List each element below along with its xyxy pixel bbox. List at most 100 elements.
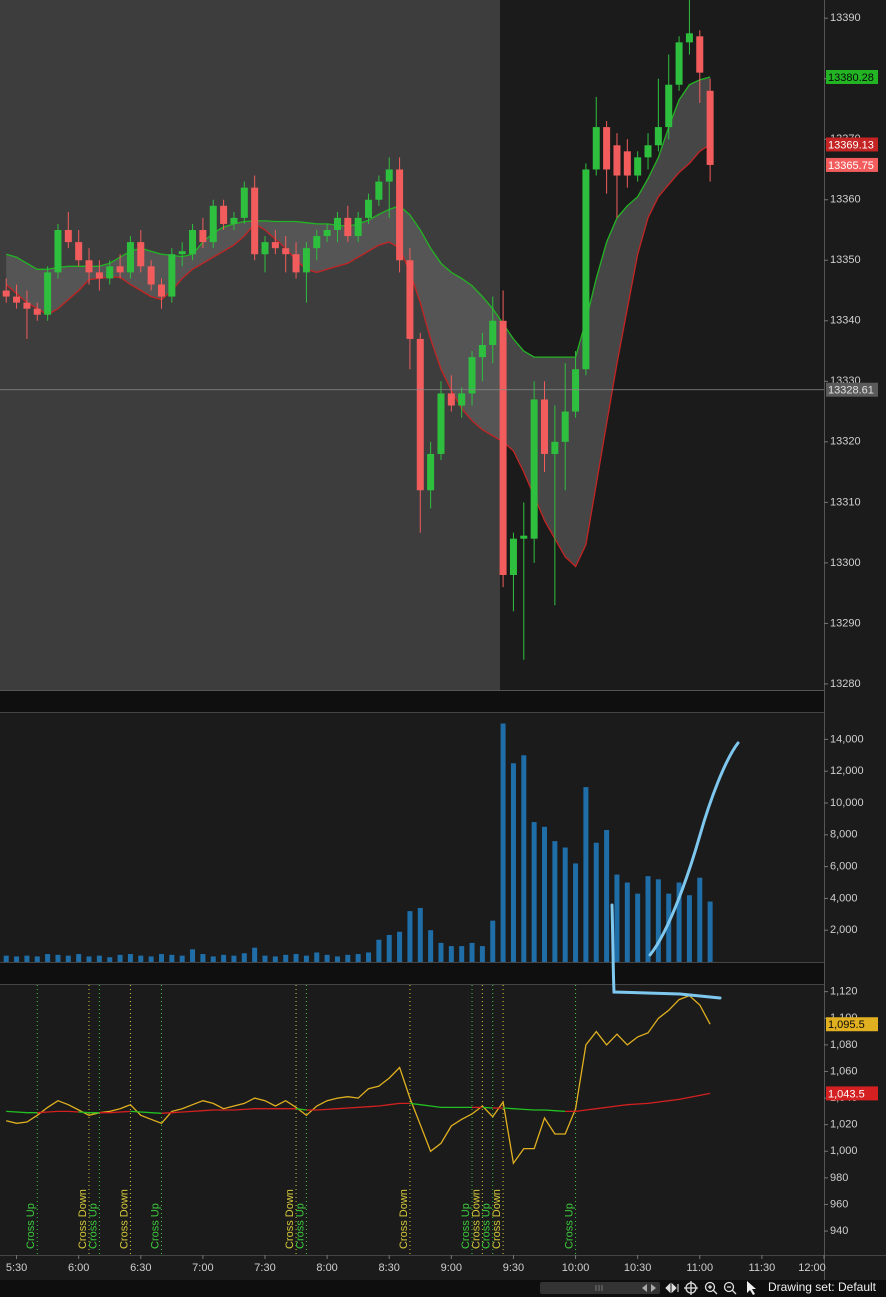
- volume-bar: [3, 955, 9, 962]
- signal-label: Cross Up: [460, 1203, 472, 1249]
- value-box-label: 1,043.5: [828, 1088, 865, 1100]
- volume-bar: [417, 907, 423, 962]
- volume-bar: [707, 901, 713, 962]
- candle-body: [199, 230, 207, 243]
- volume-bar: [252, 947, 258, 962]
- candle-body: [406, 260, 414, 339]
- slow-line: [565, 1092, 711, 1113]
- x-tick-label: 6:30: [130, 1262, 151, 1274]
- candle-body: [561, 411, 569, 442]
- candle-body: [489, 320, 497, 345]
- volume-bar: [314, 952, 320, 962]
- candle-body: [644, 145, 652, 158]
- value-box-label: 13328.61: [828, 385, 874, 397]
- y-tick-label: 13310: [830, 496, 861, 508]
- scrollbar[interactable]: [540, 1282, 660, 1294]
- candle-body: [592, 127, 600, 170]
- toolbar: [0, 1280, 886, 1297]
- volume-bar: [614, 874, 620, 962]
- value-box-label: 13380.28: [828, 72, 874, 84]
- signal-label: Cross Up: [87, 1203, 99, 1249]
- candle-body: [64, 230, 72, 243]
- y-tick-label: 1,020: [830, 1119, 858, 1131]
- drawing-set-label[interactable]: Drawing set: Default: [768, 1280, 877, 1294]
- candle-body: [458, 393, 466, 406]
- slow-line: [78, 1111, 100, 1114]
- volume-bar: [293, 954, 299, 962]
- slow-line: [482, 1106, 493, 1109]
- candle-body: [220, 205, 228, 224]
- y-tick-label: 2,000: [830, 924, 858, 936]
- candle-body: [209, 205, 217, 243]
- crosshair-lines: [684, 1281, 698, 1295]
- y-tick-label: 13340: [830, 315, 861, 327]
- scroll-arrows[interactable]: [642, 1284, 656, 1292]
- volume-bar: [14, 956, 20, 962]
- candle-body: [75, 242, 83, 261]
- volume-bar: [210, 956, 216, 962]
- value-box: [826, 157, 878, 172]
- x-tick-label: 11:00: [686, 1262, 713, 1274]
- x-tick-label: 12:00: [798, 1262, 826, 1274]
- x-tick-label: 10:30: [624, 1262, 652, 1274]
- signal-label: Cross Up: [481, 1203, 493, 1249]
- panel-separator: [0, 962, 824, 985]
- x-tick-label: 8:00: [316, 1262, 337, 1274]
- value-box-label: 13365.75: [828, 160, 874, 172]
- volume-bar: [500, 723, 506, 962]
- candle-body: [33, 308, 41, 315]
- signal-label: Cross Up: [294, 1203, 306, 1249]
- slow-line: [161, 1108, 297, 1114]
- candle-body: [582, 169, 590, 370]
- volume-bar: [697, 877, 703, 962]
- y-tick-label: 13320: [830, 436, 861, 448]
- volume-bar: [438, 942, 444, 962]
- volume-bar: [676, 882, 682, 962]
- x-tick-label: 7:00: [192, 1262, 213, 1274]
- slow-line: [6, 1110, 38, 1114]
- volume-bar: [283, 954, 289, 962]
- volume-bar: [593, 842, 599, 962]
- signal-label: Cross Down: [491, 1189, 503, 1249]
- candle-body: [530, 399, 538, 539]
- volume-bar: [45, 954, 51, 962]
- candle-body: [478, 345, 486, 358]
- zoom-in-icon[interactable]: [704, 1281, 716, 1293]
- extended-hours-shade: [0, 0, 500, 690]
- value-box: [826, 69, 878, 84]
- signal-label: Cross Down: [398, 1189, 410, 1249]
- zoom-out-icon[interactable]: [723, 1281, 735, 1293]
- volume-bar: [479, 946, 485, 962]
- x-tick-label: 5:30: [6, 1262, 27, 1274]
- x-tick-label: 10:00: [562, 1262, 590, 1274]
- candle-body: [344, 217, 352, 237]
- y-tick-label: 4,000: [830, 892, 858, 904]
- volume-bar: [241, 953, 247, 962]
- x-tick-label: 9:00: [441, 1262, 462, 1274]
- candle-body: [54, 230, 62, 273]
- volume-bar: [490, 920, 496, 962]
- volume-bar: [76, 954, 82, 962]
- slow-line: [503, 1107, 566, 1113]
- x-tick-label: 6:00: [68, 1262, 89, 1274]
- candle-body: [437, 393, 445, 454]
- y-tick-label: 1,060: [830, 1065, 858, 1077]
- candle-body: [85, 260, 93, 273]
- volume-bar: [624, 882, 630, 962]
- lower-band: [5, 143, 711, 568]
- reset-icon[interactable]: [665, 1282, 679, 1294]
- volume-bar: [583, 787, 589, 962]
- candle-body: [106, 266, 114, 279]
- candle-body: [333, 217, 341, 230]
- candle-body: [189, 230, 197, 255]
- volume-bar: [65, 955, 71, 962]
- candle-body: [240, 187, 248, 218]
- tool-icons[interactable]: [684, 1281, 737, 1295]
- pointer-icon[interactable]: [747, 1281, 756, 1295]
- candle-body: [396, 169, 404, 261]
- y-tick-label: 1,000: [830, 1145, 858, 1157]
- candle-body: [2, 290, 10, 297]
- y-tick-label: 10,000: [830, 797, 864, 809]
- value-box: [826, 382, 878, 397]
- signal-label: Cross Up: [563, 1203, 575, 1249]
